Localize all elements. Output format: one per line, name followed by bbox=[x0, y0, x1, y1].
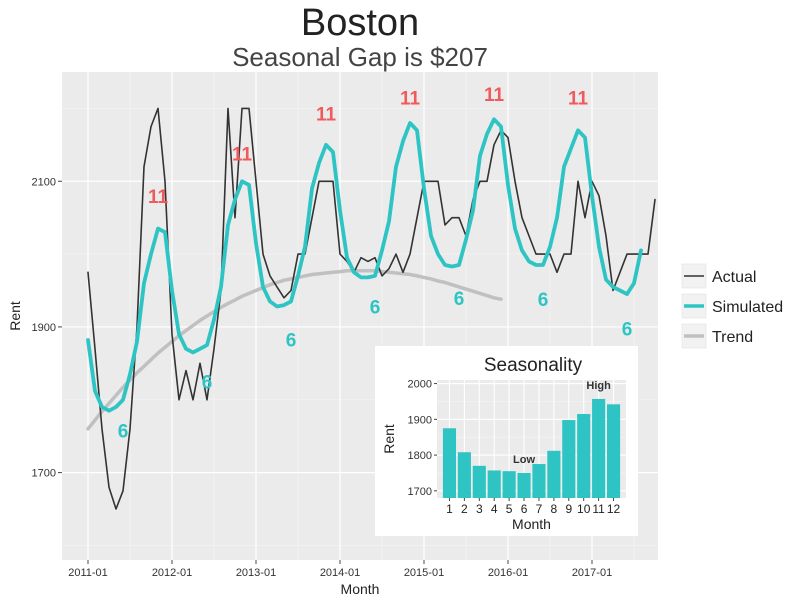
inset-x-tick-label: 4 bbox=[491, 502, 498, 516]
seasonality-bar bbox=[502, 471, 516, 498]
inset-x-tick-label: 5 bbox=[506, 502, 513, 516]
peak-month-label: 11 bbox=[400, 88, 421, 109]
x-axis-label: Month bbox=[341, 581, 380, 597]
trough-month-label: 6 bbox=[622, 319, 633, 340]
inset-x-tick-label: 3 bbox=[476, 502, 483, 516]
legend-label-trend: Trend bbox=[712, 329, 753, 346]
seasonality-bar bbox=[547, 450, 561, 498]
seasonality-bar bbox=[577, 413, 591, 498]
seasonality-bar bbox=[472, 465, 486, 498]
low-season-label: Low bbox=[513, 454, 535, 466]
seasonality-bar bbox=[457, 452, 471, 498]
inset-x-tick-label: 11 bbox=[592, 502, 605, 516]
high-season-label: High bbox=[586, 380, 611, 392]
y-axis-label: Rent bbox=[7, 301, 23, 331]
x-tick-label: 2017-01 bbox=[572, 567, 612, 579]
seasonality-bar bbox=[606, 404, 621, 498]
trough-month-label: 6 bbox=[286, 330, 297, 351]
seasonality-bar bbox=[487, 470, 501, 498]
peak-month-label: 11 bbox=[232, 145, 253, 166]
inset-y-tick-label: 1800 bbox=[408, 450, 432, 462]
inset-x-tick-label: 1 bbox=[446, 502, 453, 516]
inset-x-tick-label: 10 bbox=[577, 502, 591, 516]
inset-y-tick-label: 2000 bbox=[408, 379, 432, 391]
inset-x-tick-label: 12 bbox=[607, 502, 621, 516]
inset-x-tick-label: 6 bbox=[521, 502, 528, 516]
simulated-line bbox=[86, 117, 643, 413]
y-tick-label: 1900 bbox=[32, 322, 56, 334]
chart-subtitle: Seasonal Gap is $207 bbox=[232, 42, 488, 72]
seasonality-bar bbox=[562, 420, 576, 498]
x-tick-label: 2013-01 bbox=[236, 567, 276, 579]
inset-x-tick-label: 2 bbox=[461, 502, 468, 516]
trough-month-label: 6 bbox=[538, 290, 549, 311]
peak-month-label: 11 bbox=[484, 85, 505, 106]
x-tick-label: 2014-01 bbox=[320, 567, 360, 579]
peak-month-label: 11 bbox=[316, 105, 337, 126]
trough-month-label: 6 bbox=[118, 421, 129, 442]
seasonality-bar bbox=[532, 464, 546, 498]
x-tick-label: 2012-01 bbox=[152, 567, 192, 579]
legend-label-simulated: Simulated bbox=[712, 299, 783, 316]
inset-x-axis-label: Month bbox=[512, 516, 551, 532]
seasonality-bar bbox=[517, 472, 531, 498]
trough-month-label: 6 bbox=[370, 298, 381, 319]
y-tick-label: 2100 bbox=[32, 176, 56, 188]
inset-x-tick-label: 9 bbox=[565, 502, 572, 516]
x-tick-label: 2015-01 bbox=[404, 567, 444, 579]
inset-y-axis-label: Rent bbox=[381, 424, 397, 454]
inset-x-tick-label: 7 bbox=[536, 502, 543, 516]
legend-label-actual: Actual bbox=[712, 269, 756, 286]
trough-month-label: 6 bbox=[202, 373, 213, 394]
actual-line bbox=[87, 107, 656, 510]
x-tick-label: 2016-01 bbox=[488, 567, 528, 579]
trough-month-label: 6 bbox=[454, 289, 465, 310]
peak-month-label: 11 bbox=[568, 88, 589, 109]
x-tick-label: 2011-01 bbox=[68, 567, 108, 579]
inset-x-tick-label: 8 bbox=[551, 502, 558, 516]
chart-title: Boston bbox=[300, 2, 420, 44]
inset-y-tick-label: 1900 bbox=[408, 414, 432, 426]
inset-y-tick-label: 1700 bbox=[408, 486, 432, 498]
inset-chart-title: Seasonality bbox=[484, 355, 583, 376]
seasonality-bar bbox=[592, 398, 606, 498]
y-tick-label: 1700 bbox=[32, 468, 56, 480]
peak-month-label: 11 bbox=[148, 187, 169, 208]
seasonality-bar bbox=[442, 428, 457, 498]
trend-line bbox=[86, 269, 503, 431]
